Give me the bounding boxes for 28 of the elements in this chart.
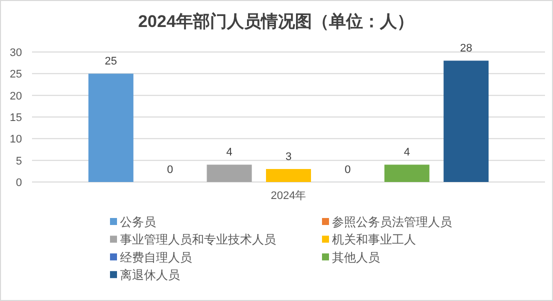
data-label: 0 <box>167 164 174 176</box>
y-tick-label: 15 <box>10 112 22 124</box>
bar <box>88 74 134 182</box>
chart-title: 2024年部门人员情况图（单位：人） <box>138 12 414 31</box>
y-tick-label: 5 <box>16 155 22 168</box>
y-tick-label: 0 <box>16 177 22 189</box>
bar <box>444 60 489 182</box>
y-tick-label: 20 <box>10 90 22 102</box>
x-tick-label: 2024年 <box>270 190 306 202</box>
data-label: 0 <box>344 164 351 176</box>
y-tick-label: 10 <box>10 134 22 146</box>
bar <box>206 164 252 182</box>
legend-label: 经费自理人员 <box>120 250 192 264</box>
bar <box>266 169 311 182</box>
legend-label: 事业管理人员和专业技术人员 <box>120 232 276 247</box>
data-label: 25 <box>104 56 118 68</box>
legend-label: 公务员 <box>120 215 156 229</box>
data-label: 28 <box>460 42 472 55</box>
data-label: 4 <box>404 146 410 159</box>
y-tick-label: 25 <box>10 68 22 81</box>
legend-label: 离退休人员 <box>120 268 180 282</box>
legend-label: 参照公务员法管理人员 <box>332 215 452 229</box>
bar <box>384 164 430 182</box>
legend-label: 机关和事业工人 <box>332 232 416 247</box>
legend-label: 其他人员 <box>332 250 380 264</box>
data-label: 4 <box>226 146 232 159</box>
data-label: 3 <box>285 151 292 163</box>
y-tick-label: 30 <box>10 47 22 59</box>
